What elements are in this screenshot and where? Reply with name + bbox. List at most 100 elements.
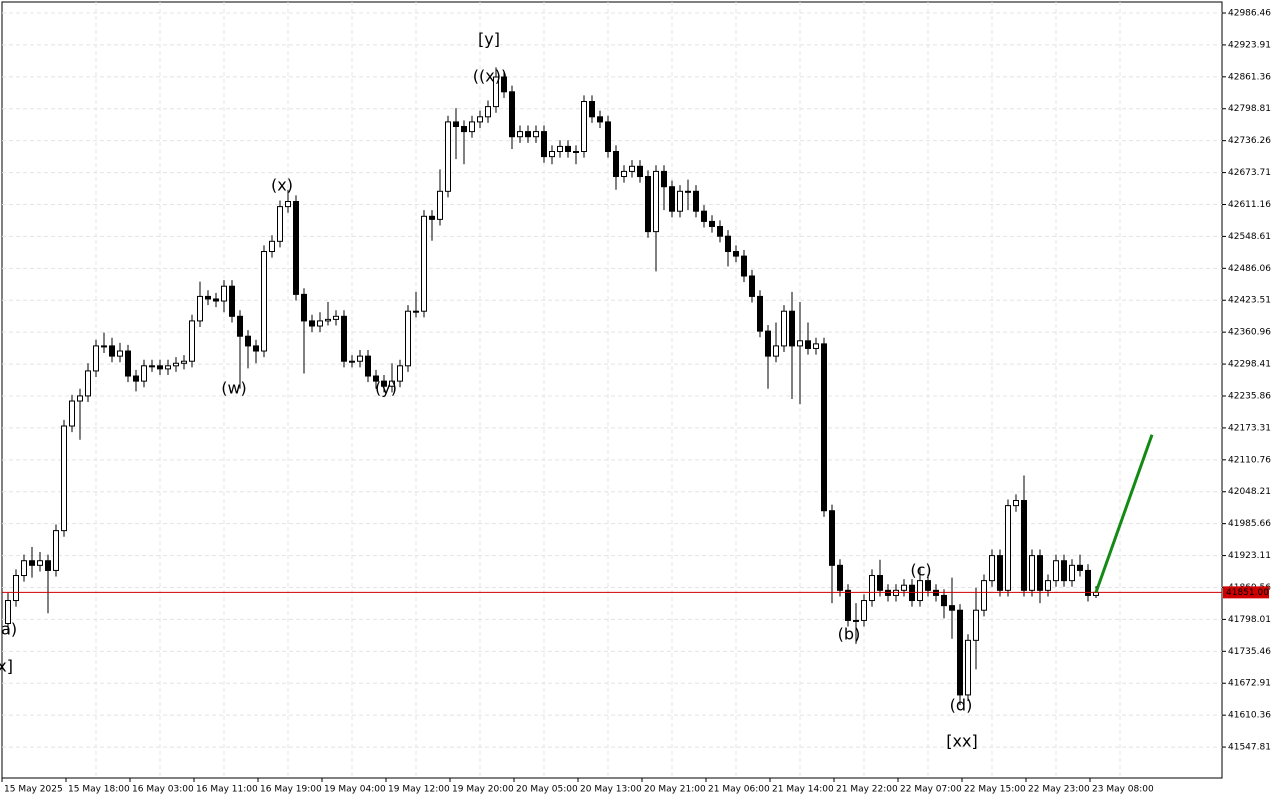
candle-body <box>421 215 427 312</box>
wave-label: [y] <box>478 30 500 49</box>
candle-body <box>397 365 403 382</box>
candle-body <box>373 375 379 382</box>
wave-label: (a) <box>0 620 17 639</box>
current-price-box <box>1223 586 1269 599</box>
candle-body <box>149 365 155 368</box>
candle-body <box>981 580 987 611</box>
y-tick-label: 42486.06 <box>1228 264 1271 274</box>
candle-body <box>973 609 979 641</box>
candle-body <box>533 131 539 138</box>
candle-body <box>557 145 563 153</box>
candle-body <box>437 190 443 220</box>
candle-body <box>301 293 307 322</box>
y-tick-label: 42048.21 <box>1228 487 1271 497</box>
candle-body <box>69 400 75 427</box>
x-tick-label: 15 May 2025 <box>4 785 63 795</box>
candle-body <box>685 190 691 193</box>
candle-body <box>501 76 507 93</box>
candle-body <box>381 380 387 387</box>
candle-body <box>1045 580 1051 591</box>
candle-body <box>5 600 11 624</box>
y-tick-label: 42736.26 <box>1228 136 1271 146</box>
candle-body <box>21 560 27 577</box>
candle-body <box>1053 560 1059 582</box>
candle-body <box>277 206 283 242</box>
y-tick-label: 42611.16 <box>1228 200 1271 210</box>
candle-body <box>1061 560 1067 582</box>
x-tick-label: 22 May 23:00 <box>1028 785 1090 795</box>
candle-body <box>293 201 299 295</box>
candle-body <box>741 255 747 277</box>
candle-body <box>157 365 163 370</box>
y-tick-label: 42298.41 <box>1228 360 1271 370</box>
grid <box>2 2 1226 778</box>
candle-body <box>1005 505 1011 591</box>
candle-body <box>757 295 763 332</box>
candle-body <box>13 575 19 602</box>
candle-body <box>1085 569 1091 596</box>
y-tick-label: 42798.81 <box>1228 104 1271 114</box>
x-tick-label: 20 May 21:00 <box>644 785 706 795</box>
candle-body <box>389 380 395 387</box>
candle-body <box>269 240 275 253</box>
candle-body <box>109 345 115 357</box>
candle-body <box>925 580 931 591</box>
current-price-label: 41851.00 <box>1226 588 1269 598</box>
y-tick-label: 41985.66 <box>1228 519 1271 529</box>
candle-body <box>549 151 555 158</box>
x-tick-label: 19 May 20:00 <box>452 785 514 795</box>
candle-body <box>949 605 955 611</box>
candle-body <box>325 318 331 322</box>
candle-body <box>797 340 803 347</box>
candle-body <box>1013 500 1019 507</box>
wave-label: [xx] <box>946 732 977 751</box>
candle-body <box>693 190 699 212</box>
candle-body <box>733 251 739 257</box>
candle-body <box>749 275 755 297</box>
candle-body <box>629 165 635 172</box>
candle-body <box>37 560 43 566</box>
candle-body <box>221 285 227 302</box>
candle-body <box>357 355 363 362</box>
y-tick-label: 42986.46 <box>1228 8 1271 18</box>
candle-body <box>661 170 667 188</box>
candle-body <box>525 131 531 138</box>
plot-frame <box>1 1 1223 779</box>
candle-body <box>309 320 315 327</box>
candle-body <box>493 76 499 108</box>
candle-body <box>61 425 67 532</box>
candle-body <box>869 575 875 602</box>
y-tick-label: 42360.96 <box>1228 328 1271 338</box>
candle-body <box>405 310 411 367</box>
candle-body <box>229 285 235 317</box>
candle-body <box>805 340 811 349</box>
candle-body <box>581 101 587 153</box>
candle-body <box>93 345 99 372</box>
x-tick-label: 16 May 11:00 <box>196 785 258 795</box>
candle-body <box>1037 555 1043 591</box>
wave-label: (b) <box>838 625 861 644</box>
candles <box>5 67 1099 706</box>
candle-body <box>1029 555 1035 591</box>
candle-body <box>189 320 195 362</box>
candle-body <box>677 190 683 212</box>
x-tick-label: 20 May 13:00 <box>580 785 642 795</box>
candle-body <box>653 170 659 233</box>
candle-body <box>285 201 291 208</box>
candle-body <box>333 315 339 320</box>
y-tick-label: 42235.86 <box>1228 391 1271 401</box>
candle-body <box>197 295 203 322</box>
y-tick-label: 42923.91 <box>1228 40 1271 50</box>
candle-body <box>637 165 643 178</box>
candle-body <box>445 121 451 192</box>
candle-body <box>813 343 819 349</box>
y-tick-label: 41735.46 <box>1228 647 1271 657</box>
candle-body <box>773 345 779 357</box>
wave-label: (c) <box>910 561 931 580</box>
candle-body <box>517 131 523 138</box>
candle-body <box>1069 564 1075 582</box>
candle-body <box>709 220 715 228</box>
x-tick-label: 23 May 08:00 <box>1092 785 1154 795</box>
